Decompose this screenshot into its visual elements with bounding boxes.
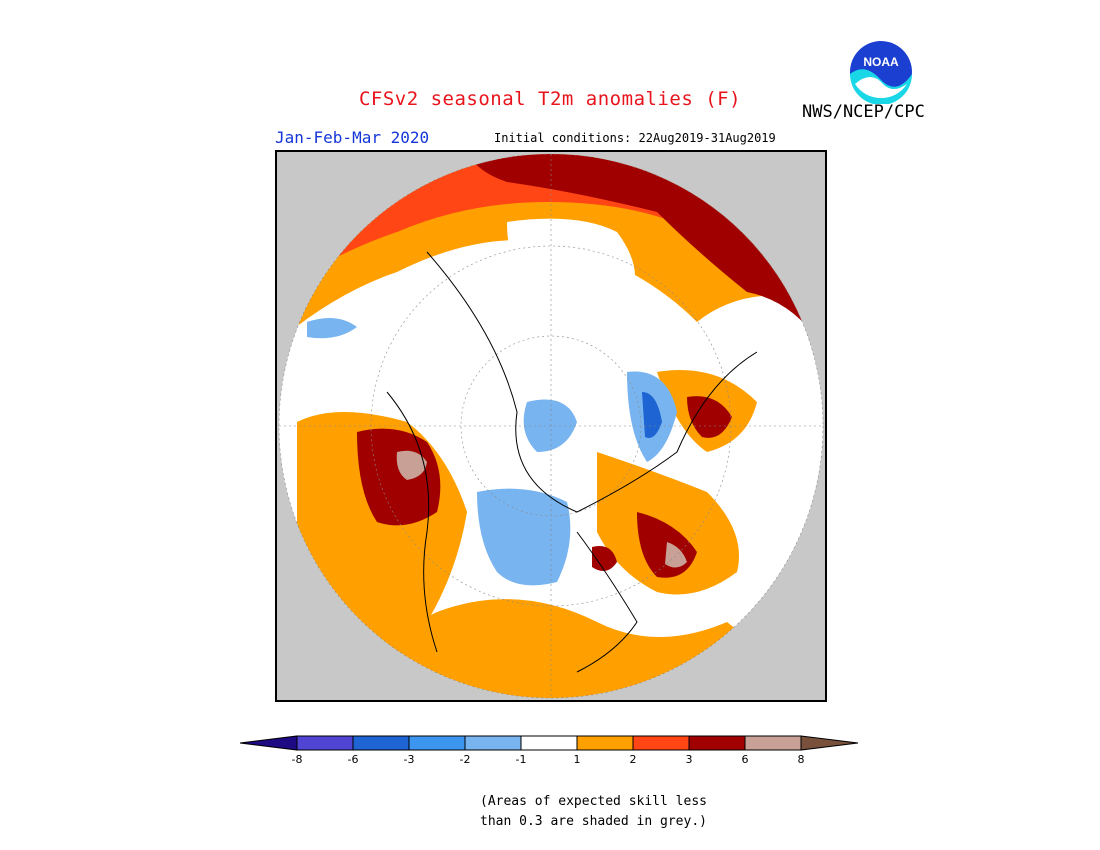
- legend-tick-label: -6: [347, 753, 359, 766]
- anomaly-region-neutral: [507, 218, 635, 307]
- legend-swatch: [688, 735, 746, 751]
- legend-tick-label: 3: [685, 753, 693, 766]
- anomaly-map-svg: [278, 153, 824, 699]
- anomaly-region-extreme: [665, 542, 687, 568]
- legend-arrow-low: [240, 735, 298, 751]
- anomaly-region-cold: [642, 392, 662, 438]
- legend-swatch: [352, 735, 410, 751]
- coastline: [426, 251, 758, 513]
- legend-tick-label: -2: [459, 753, 471, 766]
- legend-tick-label: 2: [629, 753, 637, 766]
- legend-tick-label: 8: [797, 753, 805, 766]
- initial-conditions: Initial conditions: 22Aug2019-31Aug2019: [494, 131, 776, 145]
- forecast-period: Jan-Feb-Mar 2020: [275, 128, 430, 147]
- legend-swatch: [464, 735, 522, 751]
- anomaly-region-hot: [357, 428, 441, 526]
- logo-text: NOAA: [863, 55, 899, 69]
- anomaly-region-cool: [307, 318, 357, 339]
- anomaly-region-warm: [597, 452, 739, 595]
- chart-title: CFSv2 seasonal T2m anomalies (F): [358, 88, 742, 110]
- legend-swatch: [576, 735, 634, 751]
- legend-tick-label: -8: [291, 753, 303, 766]
- legend-tick-label: -3: [403, 753, 415, 766]
- legend-swatch: [296, 735, 354, 751]
- legend-tick-label: 1: [573, 753, 581, 766]
- legend-tick-label: -1: [515, 753, 527, 766]
- map-boundary: [278, 153, 824, 699]
- color-legend: [240, 735, 859, 751]
- legend-swatch: [632, 735, 690, 751]
- legend-swatch: [744, 735, 802, 751]
- skill-note-line1: (Areas of expected skill less: [480, 794, 707, 809]
- legend-swatch: [408, 735, 466, 751]
- skill-note-line2: than 0.3 are shaded in grey.): [480, 814, 707, 829]
- noaa-logo: NOAA: [850, 41, 912, 104]
- anomaly-region-hot: [687, 396, 732, 438]
- agency-label: NWS/NCEP/CPC: [802, 102, 925, 122]
- coastline: [386, 391, 438, 653]
- anomaly-region-cool: [477, 488, 571, 586]
- anomaly-region-hot: [592, 546, 617, 571]
- skill-note: (Areas of expected skill less than 0.3 a…: [480, 792, 707, 832]
- coastline: [576, 531, 638, 673]
- anomaly-region-extreme: [396, 450, 427, 480]
- legend-arrow-high: [800, 735, 859, 751]
- polar-map: [275, 150, 827, 702]
- legend-tick-label: 6: [741, 753, 749, 766]
- legend-swatch: [520, 735, 578, 751]
